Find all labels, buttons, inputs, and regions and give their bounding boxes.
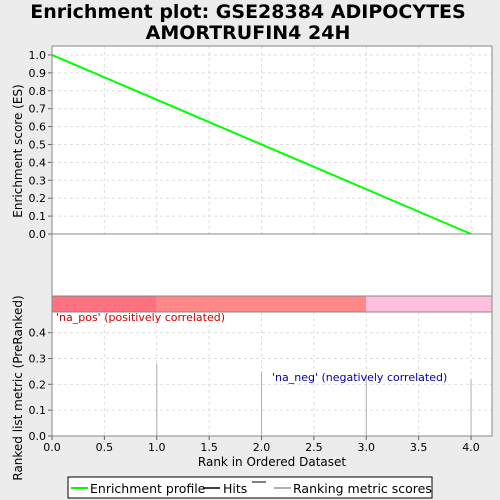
top-y-tick-label: 0.7 — [29, 103, 47, 116]
legend-label-ranking-metric: Ranking metric scores — [293, 481, 432, 496]
bottom-plot-frame — [51, 311, 493, 437]
x-tick-label: 3.0 — [358, 441, 376, 454]
bottom-y-axis-label: Ranked list metric (PreRanked) — [11, 295, 25, 480]
chart-title-line1: Enrichment plot: GSE28384 ADIPOCYTES — [30, 1, 465, 23]
top-y-tick-label: 0.4 — [29, 156, 47, 169]
x-tick-label: 0.5 — [96, 441, 114, 454]
positive-correlation-label: 'na_pos' (positively correlated) — [56, 311, 225, 324]
x-ticks: 0.0 0.5 1.0 1.5 2.0 2.5 3.0 3.5 4.0 — [43, 436, 480, 454]
legend-label-hits: Hits — [223, 481, 247, 496]
bottom-y-tick-label: 0.0 — [29, 430, 47, 443]
chart-title-line2: AMORTRUFIN4 24H — [146, 22, 351, 44]
ranking-bar-segment — [52, 296, 157, 312]
x-tick-label: 2.5 — [305, 441, 323, 454]
top-grid — [51, 46, 492, 235]
top-y-tick-label: 0.3 — [29, 174, 47, 187]
legend-box — [67, 476, 433, 499]
top-y-tick-label: 0.6 — [29, 121, 47, 134]
top-series — [51, 54, 472, 235]
top-y-ticks: 0.0 0.1 0.2 0.3 0.4 0.5 0.6 0.7 0.8 0.9 1.0 — [29, 49, 52, 241]
x-tick-label: 4.0 — [462, 441, 480, 454]
top-y-tick-label: 0.1 — [29, 210, 47, 223]
ranking-bar-segment — [366, 296, 492, 312]
enrichment-profile-line — [51, 54, 472, 235]
bottom-y-ticks: 0.0 0.1 0.2 0.3 0.4 — [29, 327, 52, 443]
top-y-tick-label: 0.8 — [29, 85, 47, 98]
bottom-y-tick-label: 0.1 — [29, 404, 47, 417]
x-tick-label: 0.0 — [43, 441, 61, 454]
top-y-tick-label: 0.0 — [29, 228, 47, 241]
negative-correlation-label: 'na_neg' (negatively correlated) — [272, 371, 447, 384]
legend-label-enrichment-profile: Enrichment profile — [90, 481, 206, 496]
bottom-y-tick-label: 0.3 — [29, 353, 47, 366]
top-y-tick-label: 0.9 — [29, 67, 47, 80]
x-tick-label: 1.5 — [200, 441, 218, 454]
ranking-bar-segment — [156, 296, 367, 312]
bottom-y-tick-label: 0.4 — [29, 327, 47, 340]
x-axis-label: Rank in Ordered Dataset — [198, 455, 346, 469]
bottom-y-tick-label: 0.2 — [29, 378, 47, 391]
top-y-tick-label: 1.0 — [29, 49, 47, 62]
hits-panel — [51, 233, 493, 297]
x-tick-label: 3.5 — [410, 441, 428, 454]
x-tick-label: 1.0 — [148, 441, 166, 454]
top-plot-area — [52, 46, 492, 234]
top-y-tick-label: 0.5 — [29, 138, 47, 151]
ranking-metric-bars — [156, 363, 472, 436]
top-y-axis-label: Enrichment score (ES) — [11, 84, 25, 217]
x-tick-label: 2.0 — [253, 441, 271, 454]
top-y-tick-label: 0.2 — [29, 192, 47, 205]
ranking-color-bar — [51, 295, 493, 313]
